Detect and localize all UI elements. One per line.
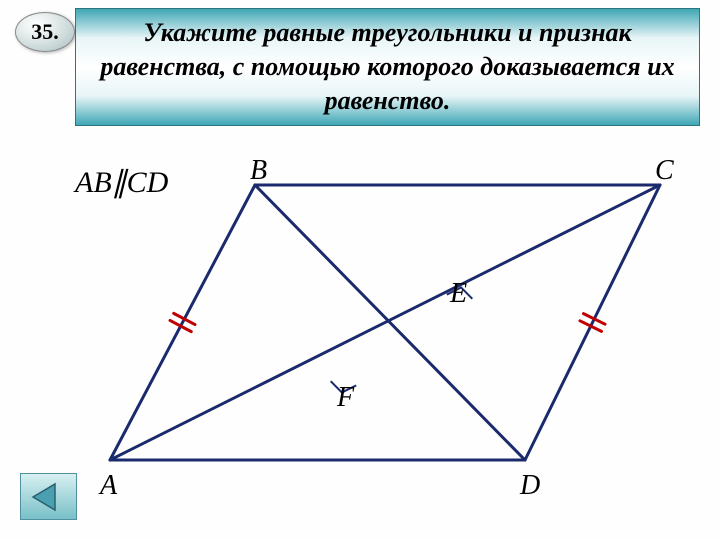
geometry-diagram [0, 0, 720, 540]
vertex-label-B: B [250, 155, 267, 187]
back-button[interactable] [20, 473, 77, 520]
vertex-label-A: A [100, 470, 117, 502]
arrow-left-icon [31, 482, 67, 512]
vertex-label-F: F [337, 382, 354, 414]
vertex-label-D: D [520, 470, 540, 502]
vertex-label-C: C [655, 155, 674, 187]
vertex-label-E: E [450, 278, 467, 310]
